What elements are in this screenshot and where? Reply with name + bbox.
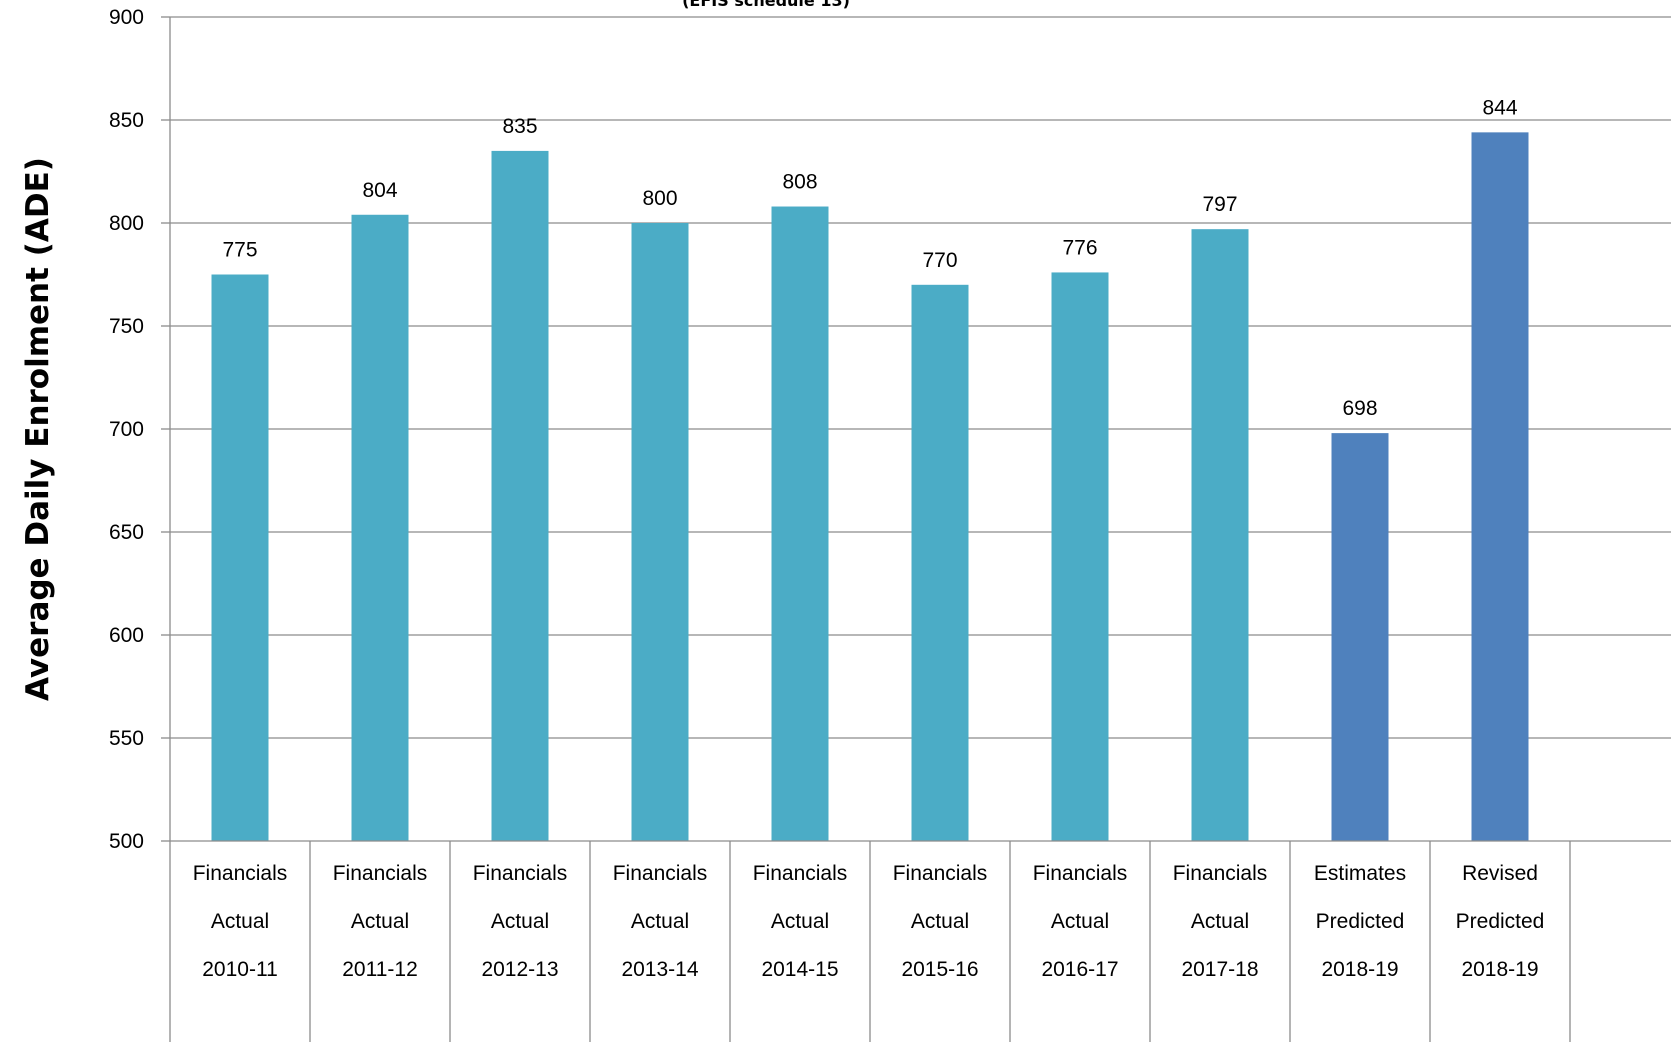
y-tick-label: 650 bbox=[109, 521, 144, 544]
data-label: 835 bbox=[502, 115, 537, 138]
category-label: Financials bbox=[753, 862, 848, 885]
category-label: Financials bbox=[193, 862, 288, 885]
bars bbox=[211, 132, 1529, 842]
chart-title: (EFIS schedule 13) bbox=[682, 0, 850, 10]
category-label: Financials bbox=[1033, 862, 1128, 885]
category-label: 2012-13 bbox=[481, 958, 558, 981]
category-label: Financials bbox=[893, 862, 988, 885]
category-label: Actual bbox=[911, 910, 969, 933]
category-label: 2018-19 bbox=[1461, 958, 1538, 981]
category-label: Actual bbox=[351, 910, 409, 933]
category-label: Predicted bbox=[1456, 910, 1545, 933]
category-label: Actual bbox=[211, 910, 269, 933]
y-tick-label: 900 bbox=[109, 6, 144, 29]
data-labels: 775 804 835 800 808 770 776 797 698 844 bbox=[222, 96, 1517, 420]
category-label: Actual bbox=[491, 910, 549, 933]
category-label: 2011-12 bbox=[342, 958, 418, 981]
category-label: 2010-11 bbox=[202, 958, 278, 981]
category-label: Actual bbox=[771, 910, 829, 933]
data-label: 808 bbox=[782, 171, 817, 194]
category-label: Financials bbox=[473, 862, 568, 885]
category-label: Financials bbox=[333, 862, 428, 885]
y-tick-label: 700 bbox=[109, 418, 144, 441]
bar bbox=[1051, 272, 1109, 841]
bar bbox=[1191, 229, 1249, 841]
category-label: 2013-14 bbox=[621, 958, 698, 981]
y-tick-label: 500 bbox=[109, 830, 144, 853]
category-label: 2017-18 bbox=[1181, 958, 1258, 981]
data-label: 770 bbox=[922, 249, 957, 272]
y-tick-label: 800 bbox=[109, 212, 144, 235]
bar bbox=[911, 284, 969, 841]
axes bbox=[169, 17, 1671, 1042]
y-axis-label: Average Daily Enrolment (ADE) bbox=[20, 157, 56, 701]
bar bbox=[211, 274, 269, 841]
y-tick-label: 850 bbox=[109, 109, 144, 132]
category-label: 2016-17 bbox=[1041, 958, 1118, 981]
category-label: Actual bbox=[631, 910, 689, 933]
category-label: 2018-19 bbox=[1321, 958, 1398, 981]
bar bbox=[491, 150, 549, 841]
category-label: Revised bbox=[1462, 862, 1538, 885]
category-label: Actual bbox=[1191, 910, 1249, 933]
data-label: 804 bbox=[362, 179, 397, 202]
category-label: Estimates bbox=[1314, 862, 1406, 885]
bar bbox=[771, 206, 829, 841]
y-tick-label: 600 bbox=[109, 624, 144, 647]
data-label: 698 bbox=[1342, 397, 1377, 420]
category-label: 2015-16 bbox=[901, 958, 978, 981]
category-label: Actual bbox=[1051, 910, 1109, 933]
category-label: Predicted bbox=[1316, 910, 1405, 933]
data-label: 844 bbox=[1482, 96, 1517, 119]
category-labels: Financials Actual 2010-11 Financials Actual 2… bbox=[193, 862, 1545, 981]
category-label: 2014-15 bbox=[761, 958, 838, 981]
bar bbox=[1331, 433, 1389, 841]
bar bbox=[631, 223, 689, 841]
data-label: 797 bbox=[1202, 193, 1237, 216]
category-label: Financials bbox=[1173, 862, 1268, 885]
bar bbox=[1471, 132, 1529, 842]
y-tick-label: 750 bbox=[109, 315, 144, 338]
data-label: 800 bbox=[642, 187, 677, 210]
data-label: 775 bbox=[222, 239, 257, 262]
y-tick-labels: 500 550 600 650 700 750 800 850 900 bbox=[109, 6, 144, 853]
bar bbox=[351, 214, 409, 841]
category-label: Financials bbox=[613, 862, 708, 885]
data-label: 776 bbox=[1062, 236, 1097, 259]
y-tick-label: 550 bbox=[109, 727, 144, 750]
